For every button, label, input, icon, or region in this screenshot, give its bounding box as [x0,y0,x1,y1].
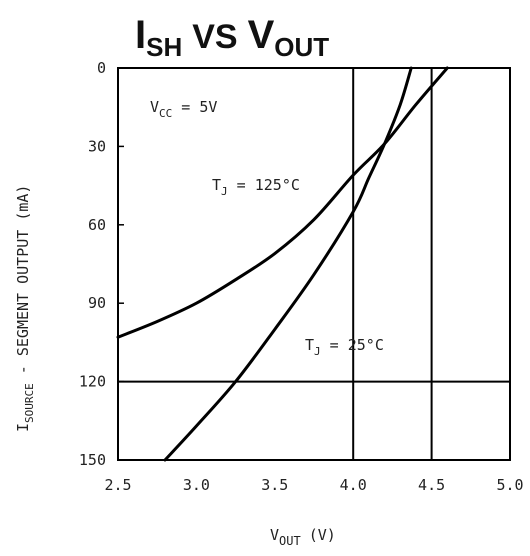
grid [118,68,510,460]
x-tick-label: 5.0 [496,476,523,494]
y-tick-label: 0 [97,59,106,77]
x-tick-label: 4.5 [418,476,445,494]
series-line-tj-125 [116,66,449,339]
x-tick-label: 3.0 [183,476,210,494]
chart-title: ISH VS VOUT [135,13,329,62]
y-tick-label: 30 [88,137,106,155]
y-tick-label: 90 [88,294,106,312]
y-tick-label: 150 [79,451,106,469]
series-curves [116,66,449,462]
y-tick-label: 120 [79,373,106,391]
series-line-tj-25 [163,66,413,462]
y-axis-label: ISOURCE - SEGMENT OUTPUT (mA) [14,185,36,432]
annotation-vcc: VCC = 5V [150,98,217,120]
x-tick-label: 3.5 [261,476,288,494]
plot-frame [117,67,511,461]
x-axis-label: VOUT (V) [270,526,336,548]
x-tick-labels: 2.5 3.0 3.5 4.0 4.5 5.0 [104,476,523,494]
annotation-tj-125: TJ = 125°C [212,176,300,198]
y-tick-label: 60 [88,216,106,234]
y-tick-labels: 0 30 60 90 120 150 [79,59,124,469]
x-tick-label: 2.5 [104,476,131,494]
annotation-tj-25: TJ = 25°C [305,336,384,358]
x-tick-label: 4.0 [340,476,367,494]
